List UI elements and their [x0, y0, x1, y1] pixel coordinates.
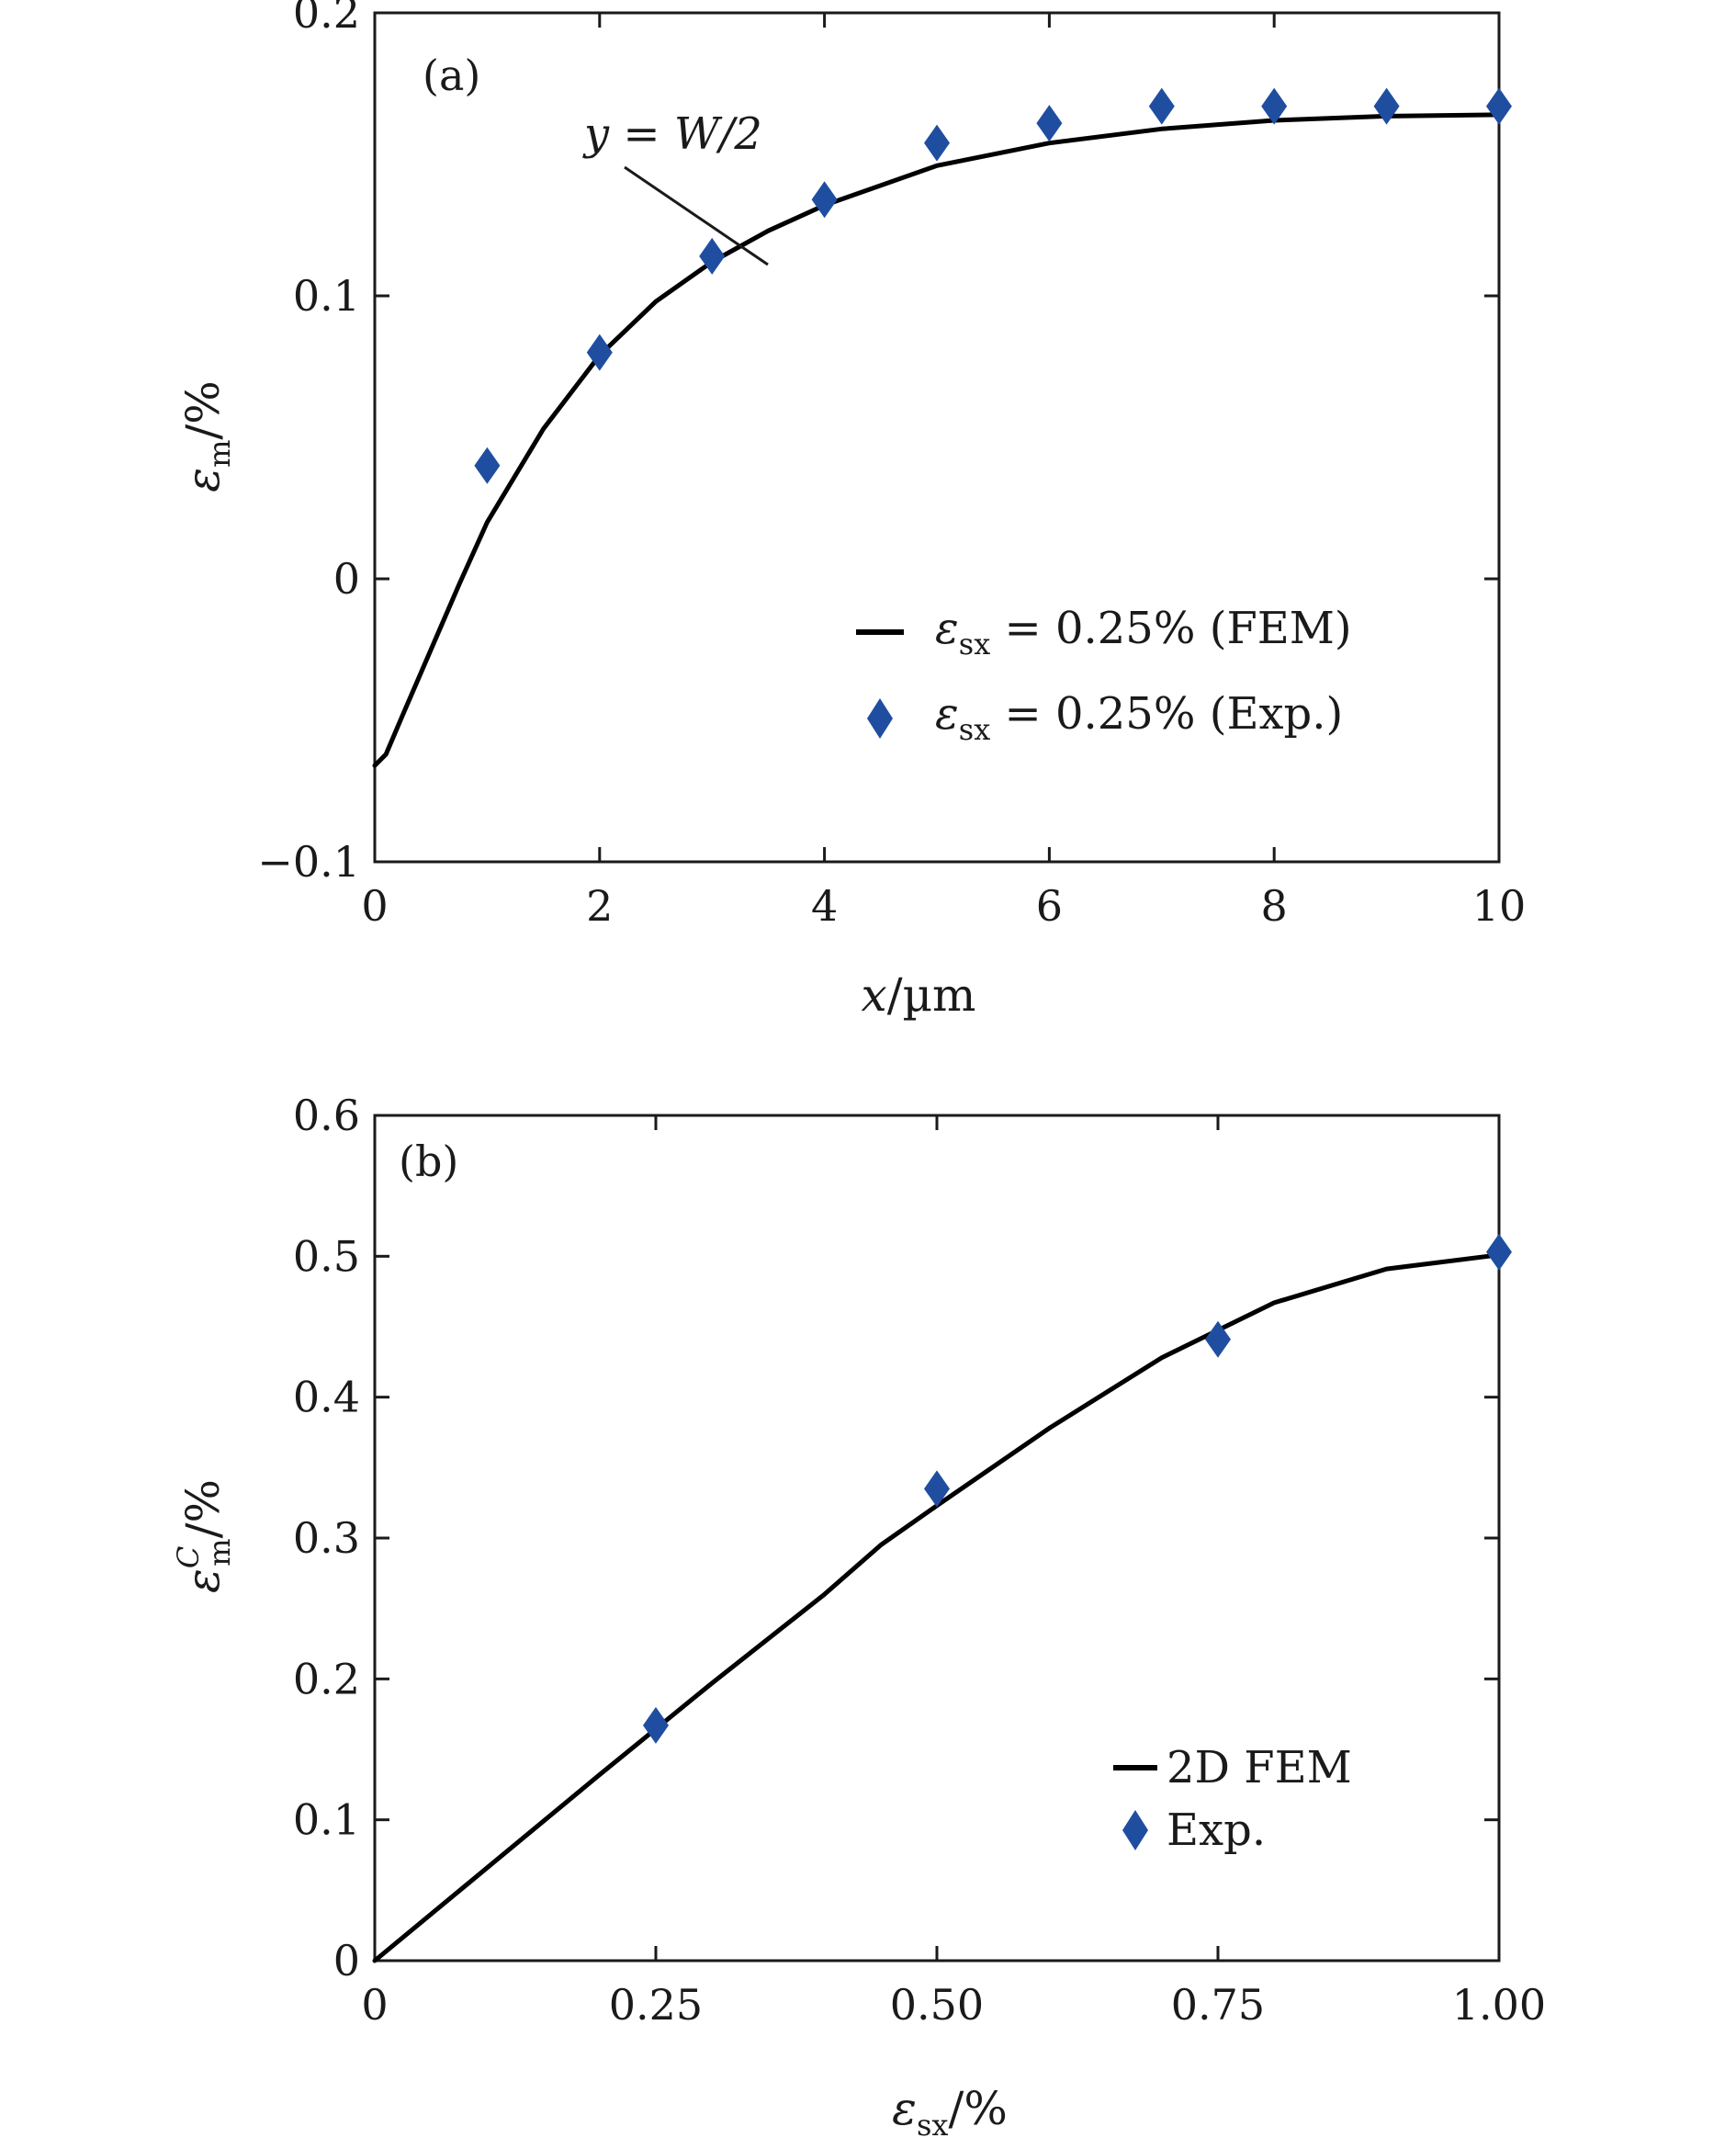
- panel-a-exp-point: [586, 334, 613, 371]
- panel-b-y-tick-label: 0.1: [293, 1795, 360, 1845]
- panel-b-exp-point: [924, 1470, 950, 1508]
- panel-b-exp-point: [1205, 1320, 1231, 1358]
- panel-a-legend-exp-label: εsx = 0.25% (Exp.): [935, 688, 1343, 747]
- panel-b-y-tick-label: 0: [333, 1936, 360, 1985]
- panel-a-legend: εsx = 0.25% (FEM) εsx = 0.25% (Exp.): [856, 603, 1352, 747]
- panel-b-x-tick-label: 0.75: [1171, 1980, 1265, 2030]
- panel-a-y-tick-label: 0.1: [293, 271, 360, 321]
- panel-a-axes-frame: [373, 11, 1501, 864]
- panel-b-x-tick-label: 0: [361, 1980, 388, 2030]
- panel-a-exp-point: [1373, 87, 1400, 125]
- panel-a-exp-point: [1036, 105, 1063, 142]
- panel-a-ticks: [373, 11, 1501, 864]
- panel-b-y-tick-label: 0.5: [293, 1231, 360, 1281]
- panel-b-legend-diamond-swatch: [1122, 1810, 1148, 1850]
- panel-b-legend: 2D FEM Exp.: [1113, 1742, 1352, 1856]
- panel-a-x-tick-label: 2: [586, 881, 613, 931]
- panel-b-x-tick-label: 0.25: [609, 1980, 703, 2030]
- panel-b-y-tick-label: 0.2: [293, 1654, 360, 1703]
- panel-a-x-tick-label: 10: [1472, 881, 1527, 931]
- panel-b-x-tick-label: 0.50: [890, 1980, 984, 2030]
- panel-a: 0 2 4 6 8 10−0.100.10.2 (a) y = W/2 εm/% x/µm…: [176, 0, 1526, 1022]
- panel-b-y-tick-label: 0.3: [293, 1513, 360, 1563]
- panel-a-legend-diamond-swatch: [867, 698, 893, 739]
- panel-b: 0 0.25 0.50 0.75 1.00 0 0.1 0.2 0.3 0.4 0.5 0.6 (b)…: [171, 1091, 1546, 2138]
- panel-b-exp-point: [643, 1706, 669, 1744]
- panel-a-exp-point: [1486, 87, 1512, 125]
- panel-b-legend-exp-label: Exp.: [1167, 1804, 1266, 1856]
- panel-b-tick-labels: 0 0.25 0.50 0.75 1.00 0 0.1 0.2 0.3 0.4 0.5 0.6: [293, 1091, 1546, 2030]
- panel-a-exp-point: [811, 181, 838, 219]
- panel-b-legend-fem-label: 2D FEM: [1167, 1742, 1352, 1793]
- panel-a-exp-point: [1261, 87, 1288, 125]
- panel-a-x-tick-label: 0: [361, 881, 388, 931]
- panel-a-annotation: y = W/2: [582, 108, 762, 160]
- panel-a-x-tick-label: 4: [811, 881, 838, 931]
- panel-a-exp-point: [924, 124, 950, 162]
- panel-b-exp-point: [1486, 1233, 1512, 1271]
- panel-a-exp-point: [474, 447, 501, 484]
- panel-a-plot-area: [372, 87, 1512, 768]
- panel-a-y-tick-label: −0.1: [257, 837, 360, 887]
- panel-a-exp-point: [699, 237, 726, 275]
- panel-b-x-axis-title: εsx/%: [892, 2082, 1008, 2138]
- panel-b-y-tick-label: 0.4: [293, 1373, 360, 1422]
- panel-a-fem-line: [372, 112, 1502, 768]
- panel-b-plot-area: [372, 1233, 1512, 1963]
- panel-a-y-tick-label: 0: [333, 554, 360, 604]
- panel-a-label: (a): [423, 51, 480, 100]
- panel-a-annotation-leader-line: [624, 165, 769, 266]
- panel-a-y-axis-title: εm/%: [176, 380, 237, 492]
- panel-b-y-axis-title: εCm/%: [171, 1479, 237, 1593]
- panel-b-fem-line: [372, 1252, 1502, 1963]
- panel-b-label: (b): [399, 1137, 458, 1186]
- panel-a-x-tick-label: 8: [1261, 881, 1288, 931]
- panel-b-x-tick-label: 1.00: [1452, 1980, 1546, 2030]
- panel-a-x-axis-title: x/µm: [862, 968, 976, 1022]
- panel-a-y-tick-label: 0.2: [293, 0, 360, 38]
- panel-a-legend-fem-label: εsx = 0.25% (FEM): [935, 603, 1352, 662]
- panel-a-exp-point: [1148, 87, 1175, 125]
- panel-b-y-tick-label: 0.6: [293, 1091, 360, 1140]
- panel-a-tick-labels: 0 2 4 6 8 10−0.100.10.2: [257, 0, 1526, 931]
- panel-a-x-tick-label: 6: [1036, 881, 1063, 931]
